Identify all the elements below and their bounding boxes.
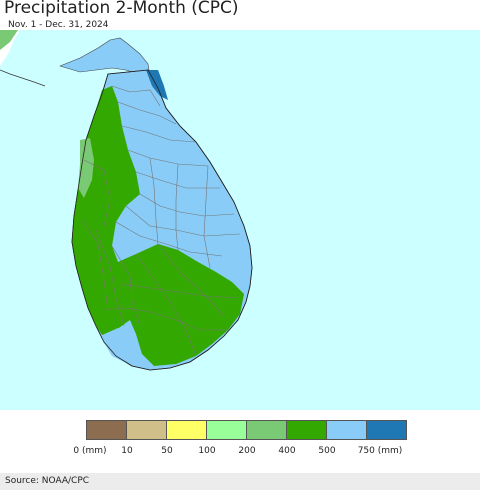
legend-tick-label: 50 (161, 446, 173, 456)
legend-bin (166, 421, 206, 439)
legend-bin (206, 421, 246, 439)
legend-tick-label: 750 (mm) (357, 446, 403, 456)
north-islands (59, 37, 151, 77)
island-outline (71, 69, 253, 371)
precipitation-map (0, 30, 480, 410)
map-subtitle: Nov. 1 - Dec. 31, 2024 (8, 20, 109, 30)
west-south-green (72, 86, 244, 366)
legend-tick-label: 0 (mm) (73, 446, 107, 456)
india-green-strip (0, 30, 18, 50)
legend-tick-label: 100 (198, 446, 216, 456)
legend-bin (87, 421, 126, 439)
precipitation-legend (86, 420, 407, 440)
india-coast (0, 69, 46, 87)
source-credit: Source: NOAA/CPC (5, 476, 90, 486)
legend-tick-label: 200 (238, 446, 256, 456)
legend-bin (326, 421, 366, 439)
map-title: Precipitation 2-Month (CPC) (4, 0, 239, 18)
footer-bar: Source: NOAA/CPC (0, 473, 480, 490)
legend-ticks: 0 (mm) 10 50 100 200 400 500 750 (mm) (0, 446, 480, 460)
legend-tick-label: 10 (121, 446, 133, 456)
legend-bin (126, 421, 166, 439)
southwest-blue (100, 328, 132, 362)
legend-tick-label: 400 (278, 446, 296, 456)
northeast-dark-strip (146, 70, 168, 100)
legend-bin (366, 421, 406, 439)
legend-bin (286, 421, 326, 439)
district-boundaries (81, 85, 241, 357)
legend-tick-label: 500 (318, 446, 336, 456)
west-coast-strip (78, 138, 94, 198)
legend-bin (246, 421, 286, 439)
